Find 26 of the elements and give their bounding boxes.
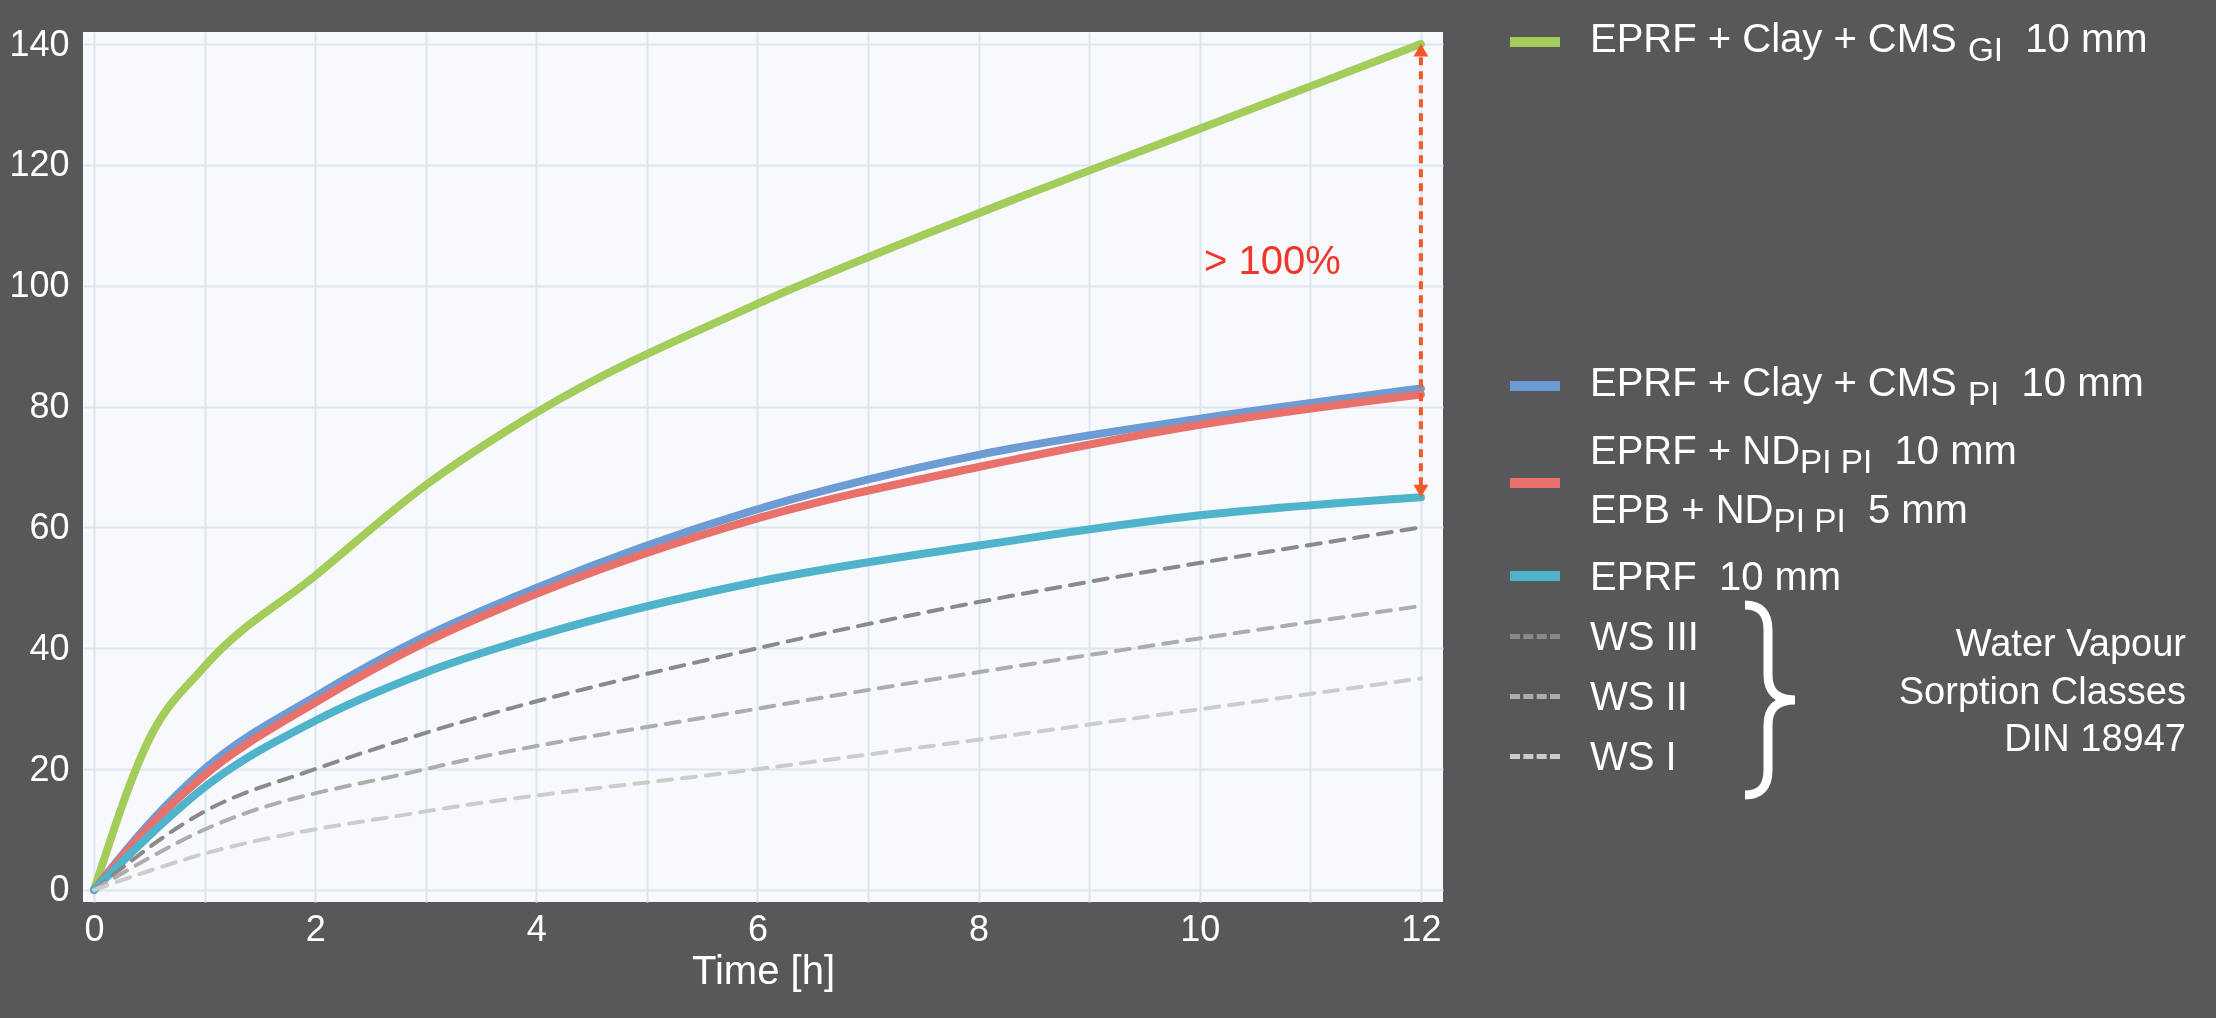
- annotation: > 100%: [1204, 237, 1341, 282]
- legend-label: WS II: [1590, 673, 1688, 721]
- y-tick-label: 40: [29, 626, 70, 668]
- legend-label: EPRF + Clay + CMS $_{PI}$ 10 mm: [1590, 359, 2144, 415]
- x-tick-label: 12: [1401, 907, 1442, 949]
- y-tick-label: 20: [29, 747, 70, 789]
- legend-label: WS I: [1590, 733, 1677, 781]
- line-series: [92, 676, 1423, 892]
- x-tick-label: 4: [526, 907, 547, 949]
- text: Water Vapour Sorption Classes DIN 18947: [1897, 621, 2186, 762]
- y-tick-label: 80: [29, 385, 70, 427]
- y-tick-label: 60: [29, 505, 70, 547]
- y-tick-label: 140: [9, 22, 70, 64]
- x-tick-label: 0: [84, 907, 105, 949]
- text: EPRF + ND$_{PI PI}$ 10 mm EPB + ND$_{PI PI}$ 5 mm: [1590, 427, 2017, 540]
- x-tick-label: 2: [305, 907, 326, 949]
- y-tick-label: 100: [9, 264, 70, 306]
- x-tick-label: 10: [1180, 907, 1221, 949]
- y-tick-label: 0: [49, 868, 70, 910]
- legend-label: EPRF 10 mm: [1590, 553, 1842, 601]
- legend-label: WS III: [1590, 613, 1699, 661]
- x-axis-title: Time [h]: [692, 947, 835, 992]
- legend-label: EPRF + Clay + CMS $_{GI}$ 10 mm: [1590, 15, 2148, 71]
- x-tick-label: 8: [969, 907, 990, 949]
- x-tick-label: 6: [747, 907, 768, 949]
- y-tick-label: 120: [9, 143, 70, 185]
